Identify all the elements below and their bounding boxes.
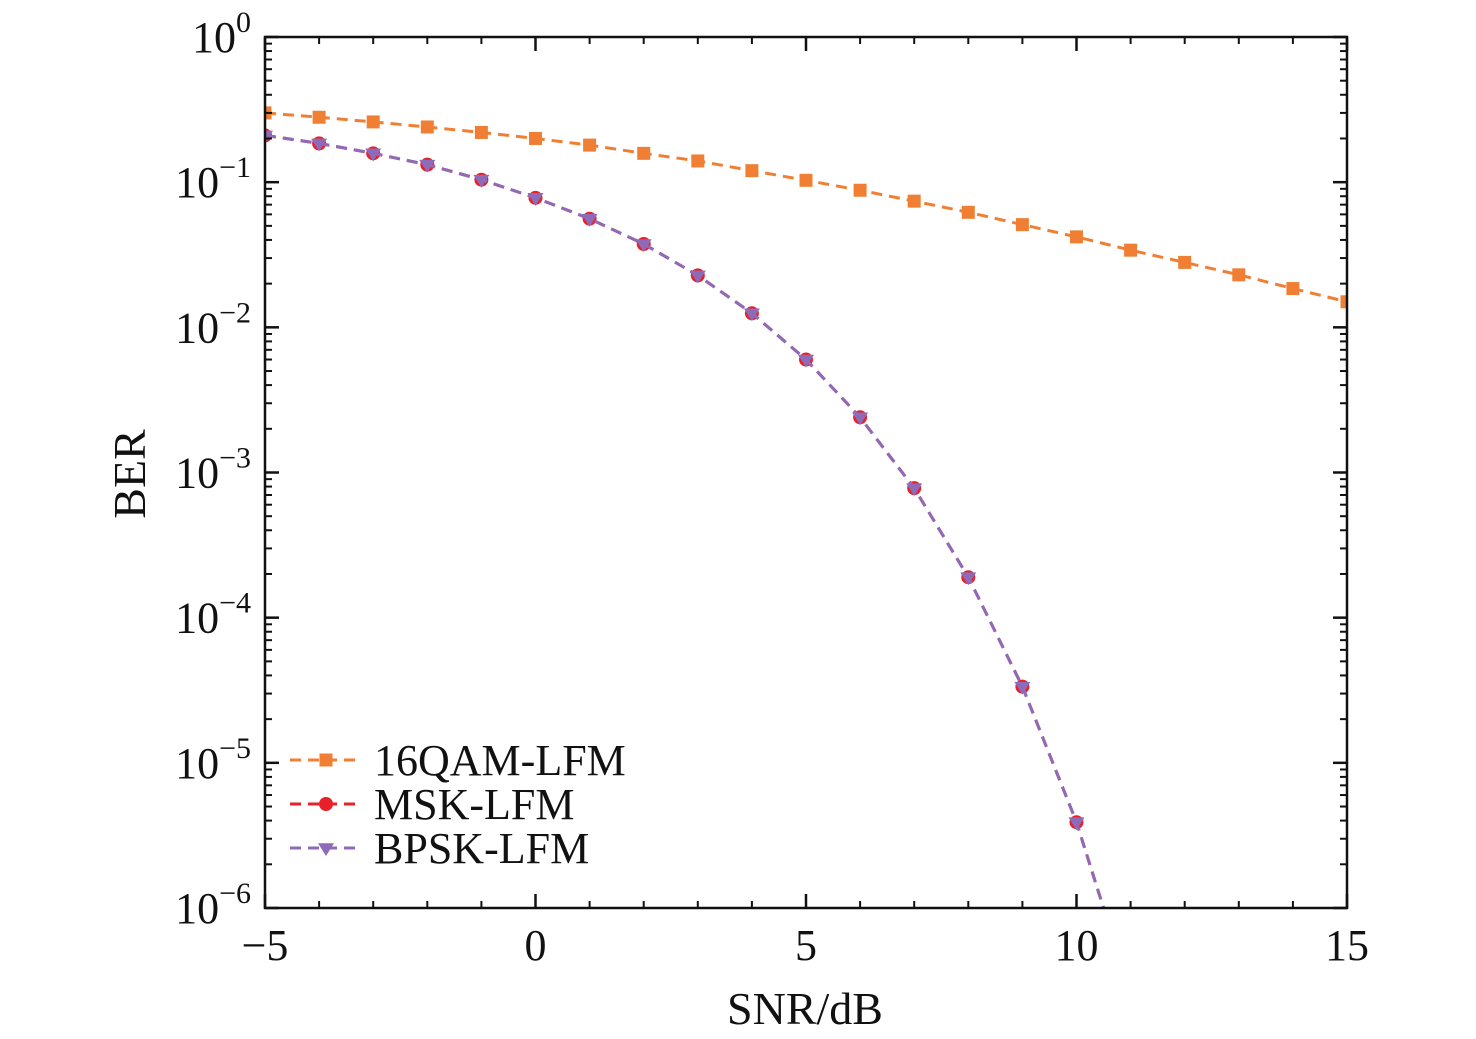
data-point (907, 194, 921, 208)
y-tick-exponent: −1 (219, 151, 251, 184)
data-point (311, 138, 328, 152)
y-tick-label: 10−4 (175, 587, 251, 643)
y-tick-exponent: −4 (219, 587, 251, 620)
x-tick-label: 10 (1055, 921, 1099, 970)
y-tick-label: 10−6 (175, 877, 251, 933)
data-point (1178, 255, 1192, 269)
series-16qam-lfm (265, 106, 1347, 309)
y-tick-exponent: −2 (219, 296, 251, 329)
x-tick-label: 0 (525, 921, 547, 970)
legend-label: BPSK-LFM (374, 824, 589, 873)
x-tick-label: 5 (795, 921, 817, 970)
data-point (852, 412, 869, 426)
series-bpsk-lfm (265, 130, 1105, 908)
y-tick-label: 10−5 (175, 732, 251, 788)
data-point (635, 239, 652, 253)
data-point (961, 205, 975, 219)
data-point (906, 483, 923, 497)
y-tick-label: 10−3 (175, 442, 251, 498)
y-tick-base: 10 (175, 449, 219, 498)
y-tick-exponent: 0 (236, 6, 251, 39)
y-tick-base: 10 (192, 13, 236, 62)
series-layer (265, 106, 1347, 908)
data-point (745, 164, 759, 178)
data-point (420, 120, 434, 134)
data-point (1070, 230, 1083, 244)
data-point (1286, 282, 1300, 296)
data-point (366, 115, 380, 129)
x-tick-label: 15 (1325, 921, 1369, 970)
data-point (689, 270, 706, 284)
data-point (265, 130, 273, 144)
legend-label: MSK-LFM (374, 780, 575, 829)
legend-item: 16QAM-LFM (290, 736, 626, 785)
y-tick-base: 10 (175, 594, 219, 643)
y-tick-base: 10 (175, 884, 219, 933)
data-point (853, 183, 867, 197)
data-point (743, 308, 760, 322)
data-point (1232, 268, 1246, 282)
data-point (474, 125, 488, 139)
legend-item: MSK-LFM (290, 780, 575, 829)
data-point (583, 138, 597, 152)
data-point (529, 131, 542, 145)
y-tick-exponent: −5 (219, 732, 251, 765)
y-tick-base: 10 (175, 158, 219, 207)
y-tick-label: 100 (192, 6, 251, 62)
legend-marker (319, 797, 333, 811)
data-point (1124, 243, 1138, 257)
data-point (1015, 218, 1029, 232)
data-point (312, 110, 326, 124)
legend-label: 16QAM-LFM (374, 736, 626, 785)
data-point (419, 159, 436, 173)
legend-marker (318, 843, 334, 856)
y-axis-title: BER (104, 429, 155, 519)
legend-marker (319, 753, 333, 767)
y-tick-exponent: −6 (219, 877, 251, 910)
y-tick-base: 10 (175, 739, 219, 788)
y-tick-base: 10 (175, 303, 219, 352)
data-point (637, 146, 651, 160)
data-point (365, 148, 382, 162)
x-tick-label: −5 (242, 921, 289, 970)
data-point (691, 154, 705, 168)
y-tick-label: 10−1 (175, 151, 251, 207)
y-tick-exponent: −3 (219, 442, 251, 475)
data-point (798, 354, 814, 368)
data-point (473, 174, 490, 188)
data-point (1014, 681, 1031, 695)
data-point (527, 193, 544, 206)
data-point (960, 572, 977, 586)
data-point (1068, 817, 1085, 831)
x-axis-title: SNR/dB (727, 983, 883, 1034)
y-tick-label: 10−2 (175, 296, 251, 352)
data-point (799, 173, 813, 187)
data-point (581, 213, 598, 227)
data-point (1340, 295, 1347, 309)
legend-item: BPSK-LFM (290, 824, 589, 873)
